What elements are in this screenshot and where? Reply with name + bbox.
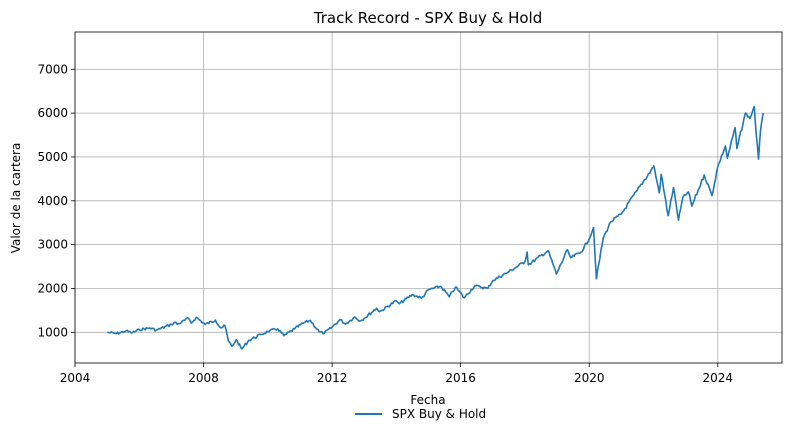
y-axis-label: Valor de la cartera [9,143,23,254]
grid-lines [74,32,782,363]
legend: SPX Buy & Hold [355,407,486,421]
x-axis-label: Fecha [410,393,445,407]
x-tick-label: 2008 [188,371,219,385]
y-tick-label: 3000 [37,238,68,252]
x-tick-label: 2016 [445,371,476,385]
y-tick-label: 4000 [37,194,68,208]
chart-title: Track Record - SPX Buy & Hold [313,9,542,27]
x-tick-label: 2020 [574,371,605,385]
y-tick-label: 6000 [37,106,68,120]
y-tick-label: 7000 [37,62,68,76]
series-line-spx [107,105,765,350]
x-tick-label: 2024 [702,371,733,385]
y-tick-label: 5000 [37,150,68,164]
plot-frame [74,31,783,364]
x-tick-label: 2012 [317,371,348,385]
x-tick-label: 2004 [60,371,91,385]
legend-entry-spx: SPX Buy & Hold [392,407,486,421]
series-layer [107,105,765,350]
y-tick-label: 2000 [37,281,68,295]
x-axis: 2004 2008 2012 2016 2020 2024 [60,363,733,385]
y-axis: 1000 2000 3000 4000 5000 6000 7000 [37,62,75,339]
y-tick-label: 1000 [37,325,68,339]
